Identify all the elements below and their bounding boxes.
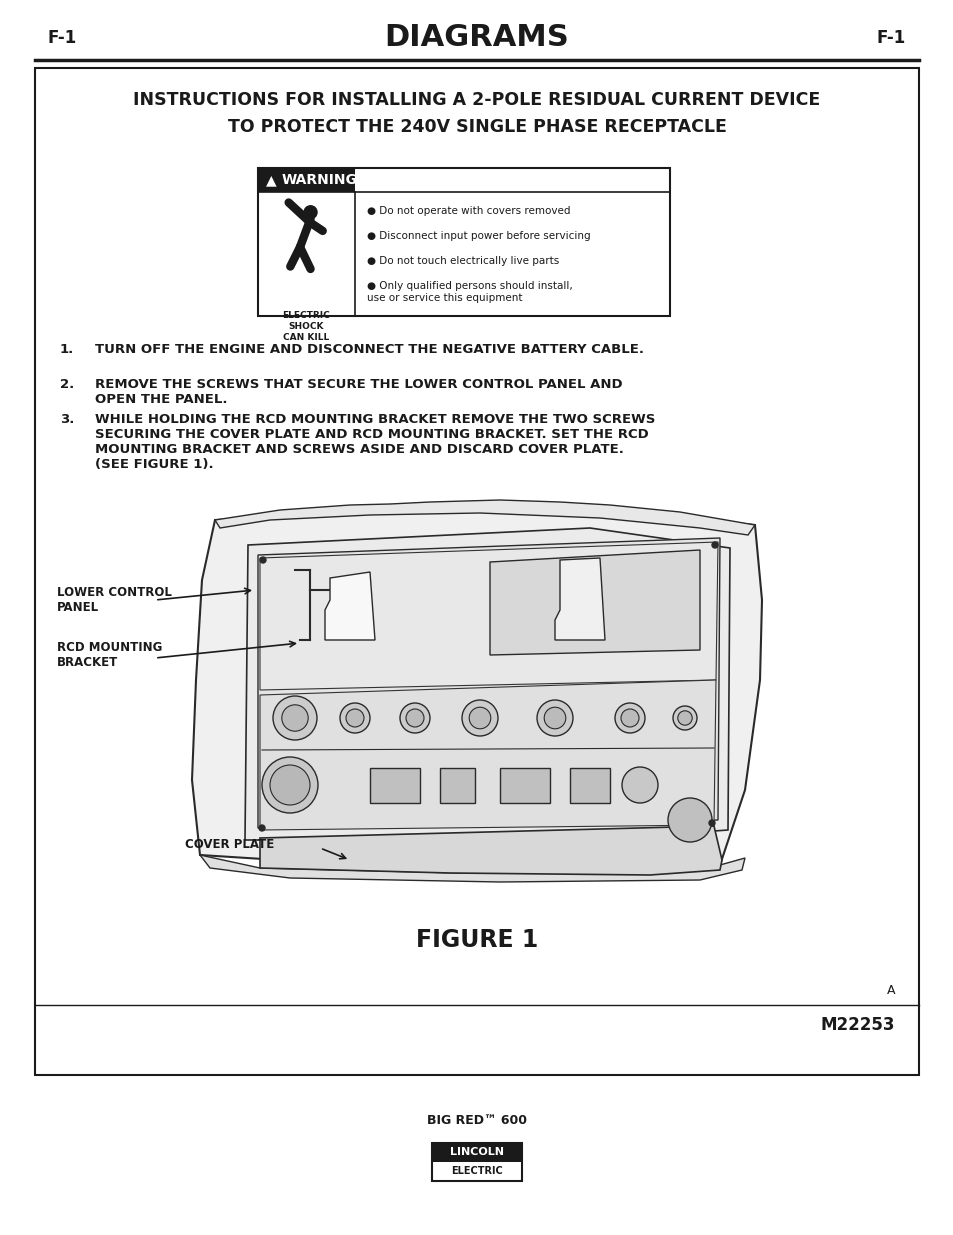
Text: COVER PLATE: COVER PLATE — [185, 839, 274, 851]
Text: TURN OFF THE ENGINE AND DISCONNECT THE NEGATIVE BATTERY CABLE.: TURN OFF THE ENGINE AND DISCONNECT THE N… — [95, 343, 643, 356]
Circle shape — [281, 705, 308, 731]
Circle shape — [304, 206, 316, 219]
Text: F-1: F-1 — [876, 28, 905, 47]
Text: WHILE HOLDING THE RCD MOUNTING BRACKET REMOVE THE TWO SCREWS
SECURING THE COVER : WHILE HOLDING THE RCD MOUNTING BRACKET R… — [95, 412, 655, 471]
Circle shape — [469, 708, 490, 729]
Circle shape — [615, 703, 644, 734]
Polygon shape — [200, 855, 744, 882]
Bar — [439, 768, 475, 803]
Text: DIAGRAMS: DIAGRAMS — [384, 23, 569, 53]
Text: LINCOLN: LINCOLN — [450, 1147, 503, 1157]
Circle shape — [406, 709, 423, 727]
Text: ELECTRIC: ELECTRIC — [451, 1166, 502, 1176]
Circle shape — [620, 709, 639, 727]
Polygon shape — [192, 508, 761, 876]
Polygon shape — [260, 542, 718, 690]
Bar — [569, 768, 609, 803]
Text: BIG RED™ 600: BIG RED™ 600 — [427, 1114, 526, 1126]
Text: ● Only qualified persons should install,
use or service this equipment: ● Only qualified persons should install,… — [367, 282, 572, 303]
Text: ● Do not touch electrically live parts: ● Do not touch electrically live parts — [367, 256, 558, 266]
Text: LOWER CONTROL
PANEL: LOWER CONTROL PANEL — [57, 585, 172, 614]
Circle shape — [672, 706, 697, 730]
Polygon shape — [257, 538, 720, 827]
Polygon shape — [214, 500, 754, 535]
Circle shape — [667, 798, 711, 842]
Polygon shape — [260, 680, 716, 830]
Text: TO PROTECT THE 240V SINGLE PHASE RECEPTACLE: TO PROTECT THE 240V SINGLE PHASE RECEPTA… — [228, 119, 725, 136]
Text: ▲: ▲ — [266, 173, 276, 186]
Text: INSTRUCTIONS FOR INSTALLING A 2-POLE RESIDUAL CURRENT DEVICE: INSTRUCTIONS FOR INSTALLING A 2-POLE RES… — [133, 91, 820, 109]
Text: ● Do not operate with covers removed: ● Do not operate with covers removed — [367, 206, 570, 216]
Text: 1.: 1. — [60, 343, 74, 356]
Bar — [35, 68, 918, 1074]
Circle shape — [708, 820, 714, 826]
Bar — [499, 768, 550, 803]
Text: RCD MOUNTING
BRACKET: RCD MOUNTING BRACKET — [57, 641, 162, 669]
Circle shape — [621, 767, 658, 803]
Circle shape — [270, 764, 310, 805]
Text: 2.: 2. — [60, 378, 74, 391]
Bar — [257, 168, 669, 316]
Circle shape — [543, 708, 565, 729]
Circle shape — [258, 825, 265, 831]
Text: ELECTRIC
SHOCK
CAN KILL: ELECTRIC SHOCK CAN KILL — [282, 311, 330, 342]
Polygon shape — [260, 826, 721, 876]
Bar — [432, 1144, 521, 1181]
Bar — [257, 168, 355, 191]
Text: ● Disconnect input power before servicing: ● Disconnect input power before servicin… — [367, 231, 590, 241]
Polygon shape — [490, 550, 700, 655]
Circle shape — [346, 709, 364, 727]
Bar — [433, 1144, 520, 1162]
Polygon shape — [245, 529, 729, 840]
Text: WARNING: WARNING — [282, 173, 357, 186]
Circle shape — [262, 757, 317, 813]
Text: 3.: 3. — [60, 412, 74, 426]
Text: A: A — [885, 983, 894, 997]
Text: F-1: F-1 — [48, 28, 77, 47]
Text: M22253: M22253 — [820, 1016, 894, 1034]
Circle shape — [537, 700, 573, 736]
Text: REMOVE THE SCREWS THAT SECURE THE LOWER CONTROL PANEL AND
OPEN THE PANEL.: REMOVE THE SCREWS THAT SECURE THE LOWER … — [95, 378, 622, 406]
Circle shape — [711, 542, 718, 548]
Circle shape — [677, 711, 692, 725]
Circle shape — [339, 703, 370, 734]
Polygon shape — [555, 558, 604, 640]
Circle shape — [399, 703, 430, 734]
Circle shape — [273, 697, 316, 740]
Text: FIGURE 1: FIGURE 1 — [416, 927, 537, 952]
Polygon shape — [325, 572, 375, 640]
Bar — [370, 768, 419, 803]
Circle shape — [461, 700, 497, 736]
Circle shape — [260, 557, 266, 563]
